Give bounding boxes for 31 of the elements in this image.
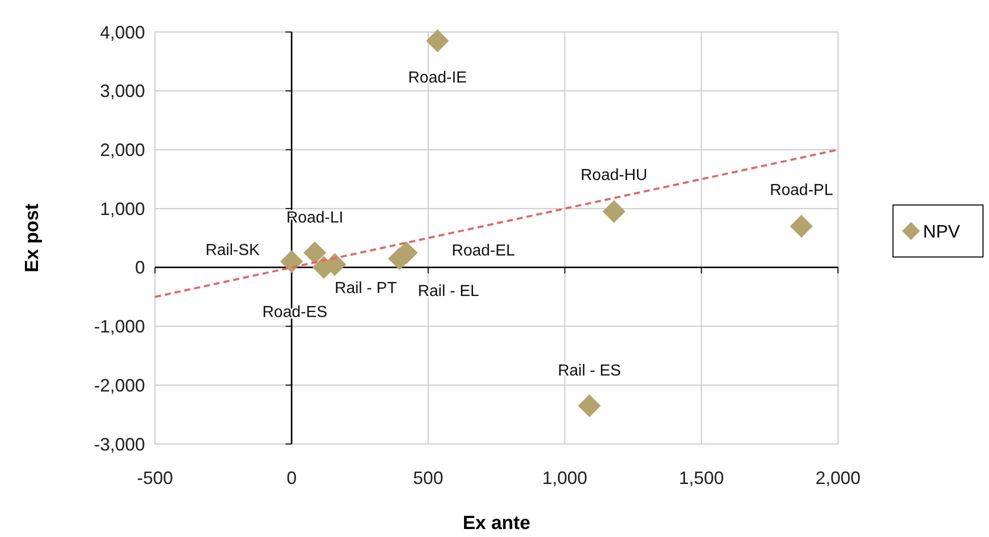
legend-label: NPV <box>923 221 960 242</box>
y-tick-label: -1,000 <box>94 316 145 337</box>
y-tick-label: 2,000 <box>100 140 145 160</box>
annotation: Rail - EL <box>418 283 480 300</box>
y-tick-label: 3,000 <box>100 81 145 102</box>
y-tick-label: 0 <box>134 258 145 278</box>
y-tick-label: -3,000 <box>94 434 145 454</box>
point <box>426 29 449 52</box>
x-tick-label: 2,000 <box>815 468 861 488</box>
x-tick-label: 1,500 <box>678 468 724 488</box>
annotation: Rail-SK <box>205 242 260 260</box>
x-axis-title: Ex ante <box>462 513 530 534</box>
x-tick-label: 1,000 <box>542 468 588 488</box>
y-tick-label: 4,000 <box>100 22 145 42</box>
point <box>280 250 303 273</box>
annotation: Road-IE <box>408 69 467 86</box>
point <box>303 241 326 264</box>
annotation: Rail - PT <box>334 280 398 298</box>
annotation: Road-EL <box>452 242 516 260</box>
y-tick-label: 1,000 <box>100 198 145 219</box>
point <box>790 214 813 238</box>
annotation: Road-HU <box>580 167 648 184</box>
x-tick-label: 500 <box>413 468 444 488</box>
annotation: Road-PL <box>770 182 834 199</box>
y-tick-label: -2,000 <box>94 375 145 396</box>
point <box>602 200 626 223</box>
x-tick-label: 0 <box>286 468 297 488</box>
annotation: Rail - ES <box>558 362 621 380</box>
y-axis-title: Ex post <box>22 203 43 272</box>
point <box>578 394 601 418</box>
x-tick-label: -500 <box>136 468 174 488</box>
